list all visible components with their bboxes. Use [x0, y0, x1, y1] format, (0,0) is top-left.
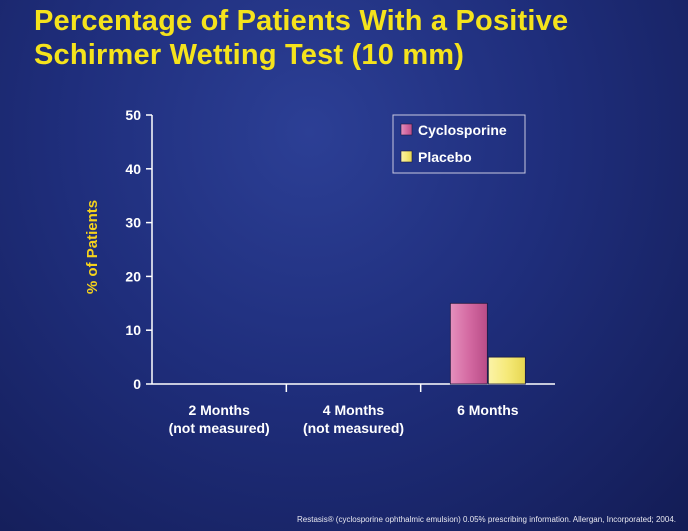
legend-box [392, 114, 526, 174]
y-tick-label: 10 [125, 322, 141, 338]
x-tick-label: 6 Months [457, 402, 519, 418]
axes: 0 10 20 30 40 50 2 Months (not measured) 4 Month… [125, 107, 555, 436]
chart-title: Percentage of Patients With a Positive S… [34, 4, 568, 72]
y-tick-label: 50 [125, 107, 141, 123]
bar-placebo-2 [487, 356, 526, 385]
y-tick-label: 30 [125, 215, 141, 231]
title-line-2: Schirmer Wetting Test (10 mm) [34, 39, 465, 71]
source-footnote: Restasis® (cyclosporine ophthalmic emuls… [297, 515, 676, 524]
bars [449, 302, 526, 385]
x-tick-label: 4 Months (not measured) [303, 402, 404, 436]
y-tick-label: 0 [133, 376, 141, 392]
x-tick-label: 2 Months (not measured) [169, 402, 270, 436]
legend-label-placebo: Placebo [418, 149, 472, 165]
bar-cyclosporine-2 [449, 302, 488, 385]
title-line-1: Percentage of Patients With a Positive [34, 5, 569, 37]
legend-swatch-cyclosporine [400, 123, 413, 136]
legend-label-cyclosporine: Cyclosporine [418, 122, 507, 138]
y-axis-label: % of Patients [84, 200, 101, 294]
y-tick-label: 40 [125, 161, 141, 177]
legend: Cyclosporine Placebo [392, 114, 526, 174]
y-tick-label: 20 [125, 268, 141, 284]
legend-swatch-placebo [400, 150, 413, 163]
